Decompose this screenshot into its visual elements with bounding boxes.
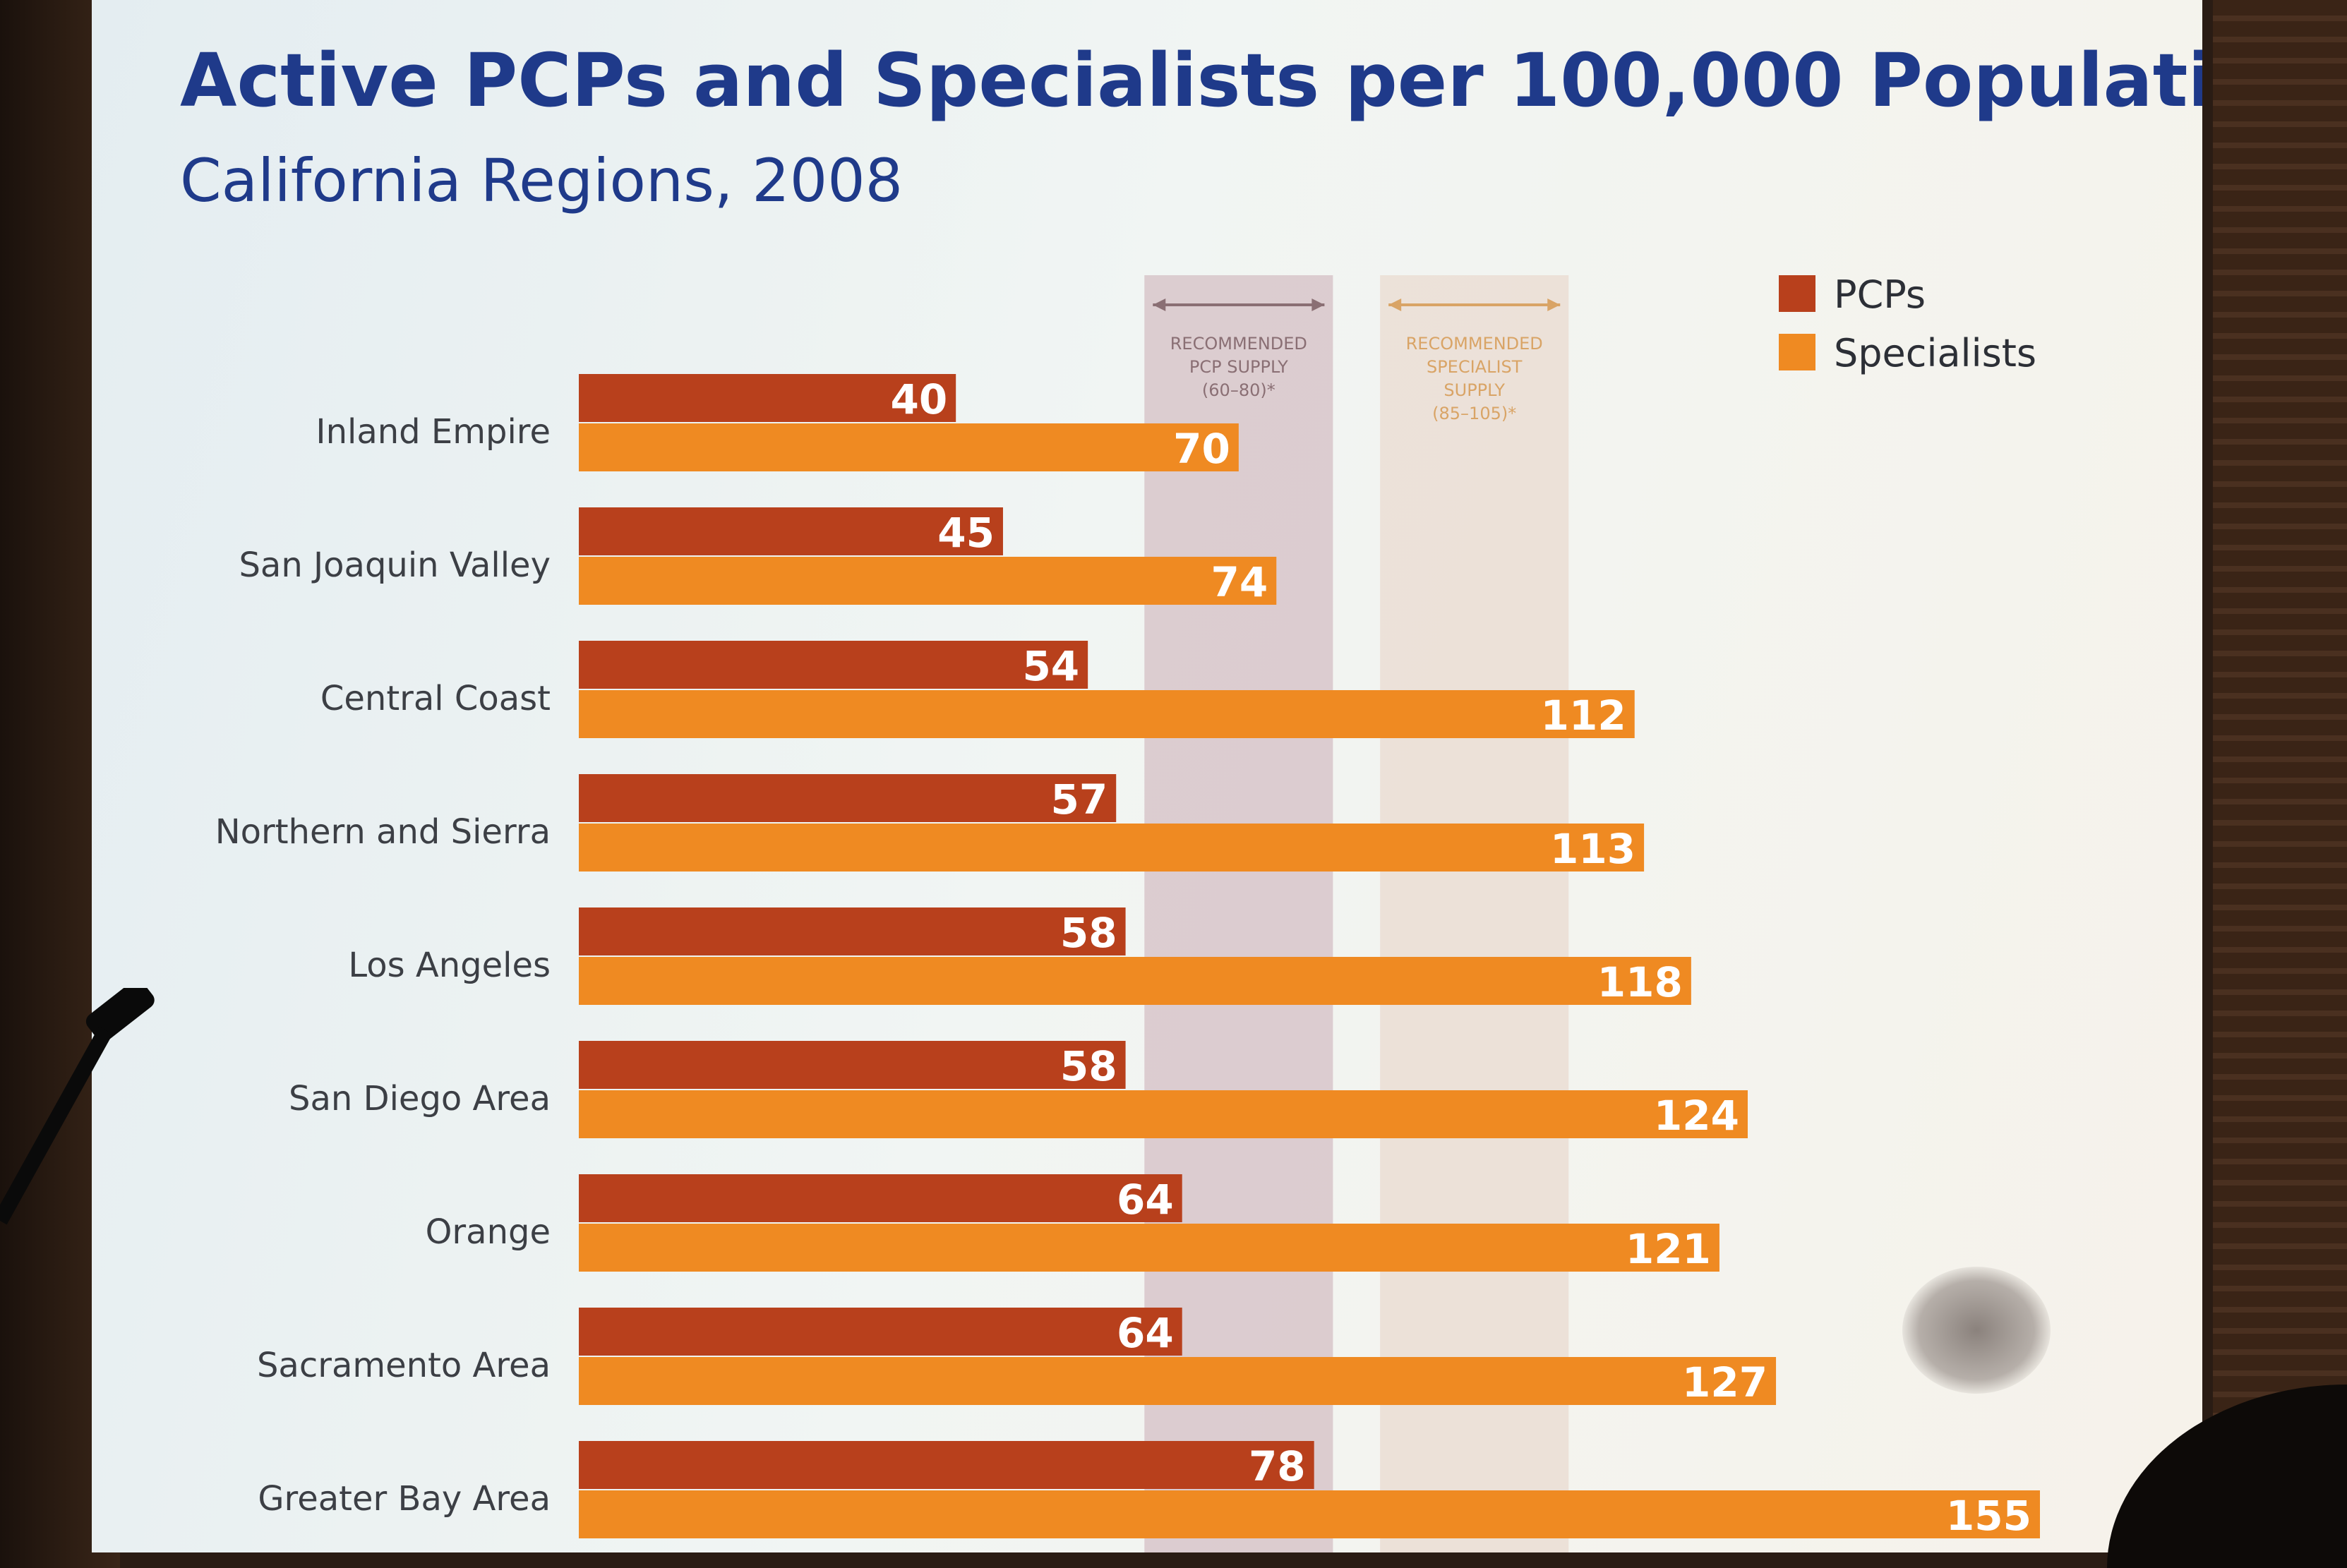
category-label: Inland Empire: [316, 412, 551, 452]
bar-specialists: [579, 690, 1635, 738]
band-label-1-3: (85–105)*: [1432, 404, 1516, 423]
bar-pcps: [579, 641, 1088, 689]
bar-value-label: 64: [1117, 1176, 1174, 1224]
category-label: Sacramento Area: [257, 1346, 551, 1385]
bar-value-label: 121: [1626, 1225, 1711, 1273]
bar-pcps: [579, 1174, 1182, 1222]
bar-value-label: 155: [1946, 1492, 2031, 1540]
bar-pcps: [579, 1441, 1314, 1489]
category-label: Northern and Sierra: [215, 812, 551, 852]
microphone-icon: [0, 988, 155, 1225]
band-label-0-1: PCP SUPPLY: [1189, 357, 1288, 377]
bar-value-label: 112: [1541, 692, 1626, 740]
category-labels: Inland Empire San Joaquin Valley Central C…: [215, 412, 551, 1519]
band-label-1-0: RECOMMENDED: [1406, 334, 1543, 354]
bar-value-label: 74: [1211, 558, 1268, 606]
category-label: Orange: [426, 1212, 551, 1252]
bar-specialists: [579, 824, 1645, 872]
bar-specialists: [579, 423, 1239, 471]
chart-title: Active PCPs and Specialists per 100,000 …: [180, 37, 2202, 123]
band-label-0-2: (60–80)*: [1202, 380, 1275, 400]
screen-smudge: [1902, 1267, 2051, 1394]
bar-value-label: 45: [937, 509, 995, 557]
chart-subtitle: California Regions, 2008: [180, 146, 903, 215]
bar-value-label: 127: [1682, 1358, 1767, 1406]
bar-series: 40 70 45 74 54 112 57 113 58 118 58 124 64 121 64 127 78…: [579, 374, 2040, 1540]
bar-value-label: 78: [1249, 1442, 1306, 1490]
bar-specialists: [579, 1490, 2040, 1538]
bar-value-label: 118: [1597, 958, 1683, 1006]
band-arrow-head-right-1: [1547, 298, 1561, 311]
bar-pcps: [579, 507, 1003, 555]
bar-pcps: [579, 774, 1117, 822]
band-arrow-head-right-0: [1311, 298, 1325, 311]
bar-pcps: [579, 907, 1126, 955]
legend-swatch-pcps: [1779, 275, 1815, 312]
bar-value-label: 57: [1051, 776, 1108, 824]
legend-label-pcps: PCPs: [1834, 272, 1926, 317]
bar-specialists: [579, 557, 1277, 605]
bar-pcps: [579, 374, 956, 422]
bar-specialists: [579, 1357, 1777, 1405]
bar-value-label: 113: [1550, 825, 1635, 873]
bar-specialists: [579, 957, 1691, 1005]
band-label-1-1: SPECIALIST: [1427, 357, 1523, 377]
bar-value-label: 58: [1060, 909, 1117, 957]
bar-specialists: [579, 1090, 1748, 1138]
bar-value-label: 70: [1173, 425, 1230, 473]
bar-value-label: 124: [1654, 1092, 1739, 1140]
projection-screen: Active PCPs and Specialists per 100,000 …: [92, 0, 2202, 1552]
category-label: San Joaquin Valley: [239, 545, 551, 585]
legend: PCPs Specialists: [1779, 272, 2036, 375]
band-arrow-head-left-0: [1153, 298, 1166, 311]
reference-band-1: [1380, 275, 1569, 1552]
legend-swatch-specialists: [1779, 334, 1815, 370]
category-label: Greater Bay Area: [258, 1479, 551, 1519]
category-label: San Diego Area: [289, 1079, 551, 1118]
window-blinds: [2213, 0, 2347, 1568]
category-label: Central Coast: [320, 679, 551, 718]
chart-canvas: Active PCPs and Specialists per 100,000 …: [180, 37, 2202, 1552]
bar-pcps: [579, 1308, 1182, 1356]
bar-value-label: 64: [1117, 1309, 1174, 1357]
band-arrow-head-left-1: [1388, 298, 1402, 311]
band-label-0-0: RECOMMENDED: [1170, 334, 1307, 354]
legend-label-specialists: Specialists: [1834, 331, 2036, 375]
bar-pcps: [579, 1041, 1126, 1089]
band-label-1-2: SUPPLY: [1443, 380, 1505, 400]
bar-value-label: 54: [1022, 642, 1079, 690]
bar-value-label: 58: [1060, 1042, 1117, 1090]
bar-value-label: 40: [890, 375, 947, 423]
bar-specialists: [579, 1224, 1719, 1272]
category-label: Los Angeles: [348, 946, 551, 985]
